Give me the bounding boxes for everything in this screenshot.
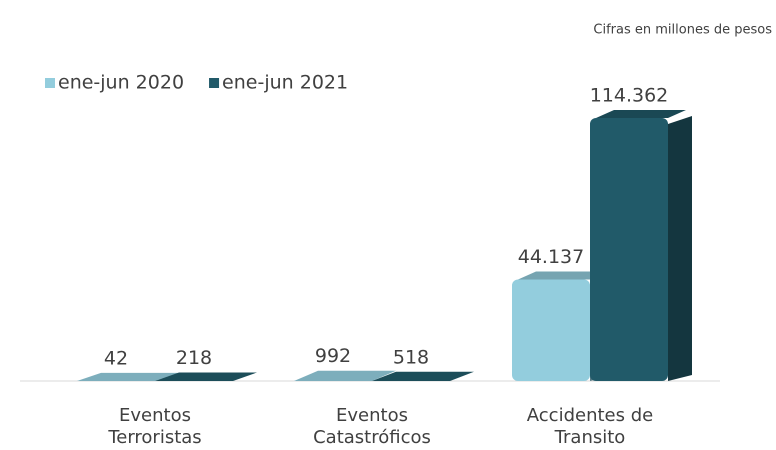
x-tick-label: Eventos Terroristas: [108, 405, 202, 448]
value-label: 518: [393, 346, 429, 368]
bar-side: [668, 115, 692, 381]
bar: [155, 372, 257, 381]
value-label: 42: [104, 347, 128, 369]
legend-label: ene-jun 2021: [222, 72, 348, 94]
legend-swatch: [209, 78, 220, 88]
chart-subtitle: Cifras en millones de pesos: [593, 23, 772, 38]
value-label: 44.137: [518, 246, 584, 268]
bar: [77, 372, 179, 381]
x-tick-label: Eventos Catastróficos: [313, 405, 431, 448]
bar: [372, 371, 474, 381]
bar-top: [596, 109, 686, 118]
bar: [590, 117, 668, 381]
value-label: 114.362: [590, 84, 669, 106]
value-label: 218: [176, 347, 212, 369]
bar: [294, 370, 396, 381]
legend-swatch: [45, 78, 55, 88]
bar: [512, 279, 590, 381]
x-tick-label: Accidentes de Transito: [526, 405, 654, 448]
legend-label: ene-jun 2020: [58, 72, 184, 94]
value-label: 992: [315, 345, 351, 367]
bar-top: [518, 271, 608, 280]
